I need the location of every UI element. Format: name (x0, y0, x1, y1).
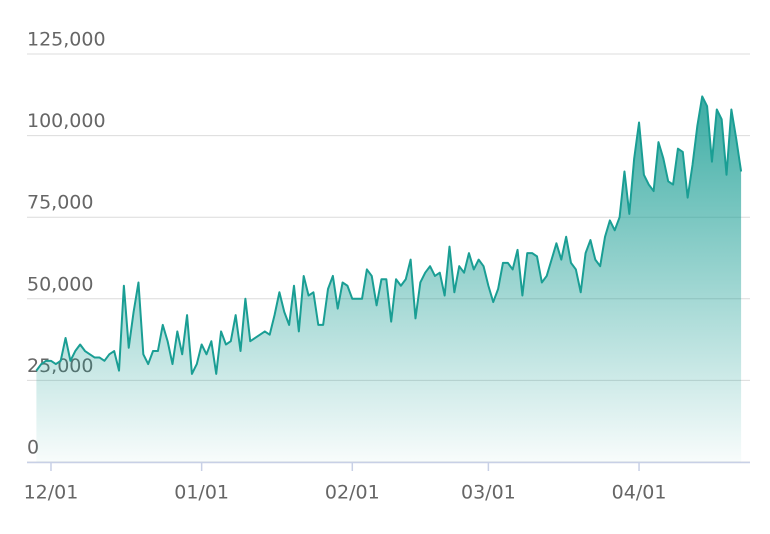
x-tick-label: 02/01 (325, 482, 380, 504)
x-tick-label: 01/01 (174, 482, 229, 504)
area-fill (36, 96, 742, 463)
y-tick-label: 50,000 (27, 273, 93, 295)
y-tick-label: 0 (27, 437, 39, 459)
x-tick-label: 12/01 (24, 482, 79, 504)
y-tick-label: 75,000 (27, 192, 93, 214)
y-tick-label: 125,000 (27, 29, 106, 51)
x-tick-label: 04/01 (612, 482, 667, 504)
y-tick-label: 100,000 (27, 110, 106, 132)
x-tick-label: 03/01 (461, 482, 516, 504)
area-line (35, 95, 743, 375)
